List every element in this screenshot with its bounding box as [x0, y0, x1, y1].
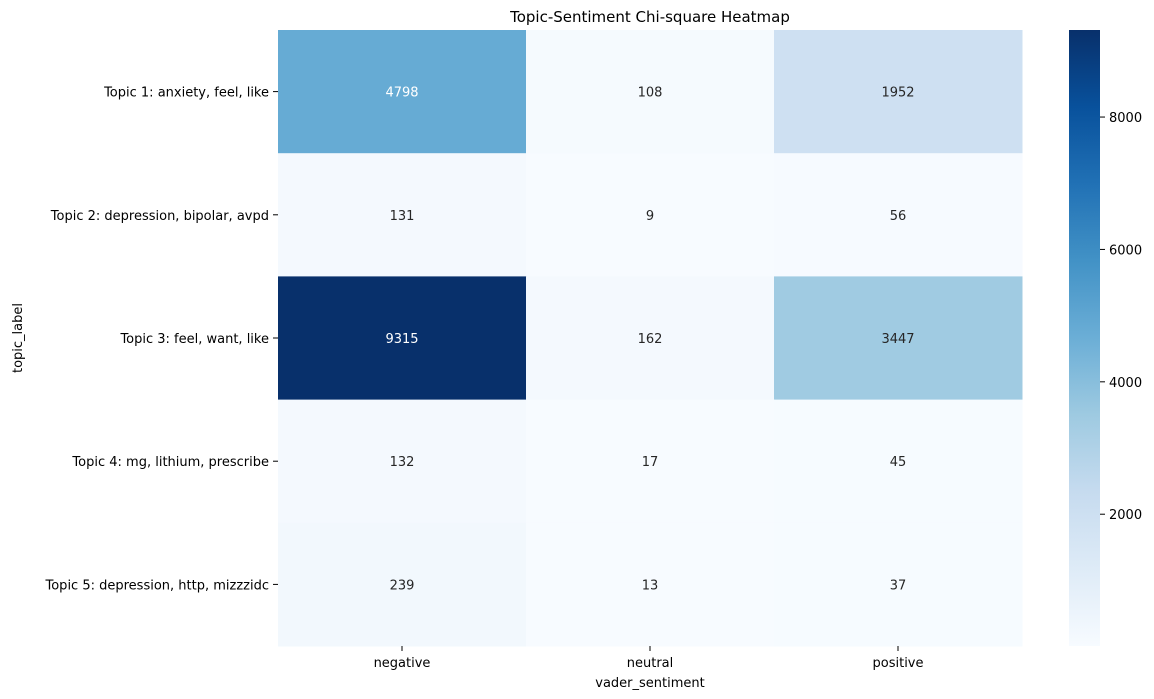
- heatmap-cell: [526, 522, 775, 647]
- heatmap-cell: [278, 399, 527, 524]
- cell-value-label: 56: [890, 209, 907, 224]
- y-tick-label: Topic 3: feel, want, like: [119, 332, 269, 347]
- cell-value-label: 37: [890, 578, 907, 593]
- y-tick-label: Topic 1: anxiety, feel, like: [103, 86, 269, 101]
- colorbar-ticks: 2000 4000 6000 8000: [1100, 111, 1142, 523]
- colorbar-tick-label: 6000: [1109, 243, 1142, 258]
- heatmap-cell: [774, 276, 1023, 401]
- heatmap-cell: [526, 153, 775, 277]
- cell-value-label: 108: [638, 86, 663, 101]
- cell-value-label: 131: [390, 209, 415, 224]
- colorbar-tick-label: 4000: [1109, 376, 1142, 391]
- heatmap-cell: [278, 522, 527, 647]
- heatmap-cells: 4798 108 1952 131 9 56 9315 162 3447 132 17 45 239 13…: [278, 30, 1023, 647]
- colorbar-tick-label: 2000: [1109, 508, 1142, 523]
- y-axis-label: topic_label: [11, 303, 26, 373]
- y-tick-label: Topic 2: depression, bipolar, avpd: [50, 209, 269, 224]
- cell-value-label: 1952: [881, 86, 914, 101]
- cell-value-label: 239: [390, 578, 415, 593]
- heatmap-cell: [526, 30, 775, 154]
- x-tick-label: positive: [873, 656, 924, 671]
- cell-value-label: 132: [390, 455, 415, 470]
- cell-value-label: 162: [638, 332, 663, 347]
- heatmap-cell: [278, 30, 527, 154]
- y-tick-labels: Topic 1: anxiety, feel, like Topic 2: dep…: [45, 86, 278, 593]
- cell-value-label: 3447: [881, 332, 914, 347]
- heatmap-cell: [278, 153, 527, 277]
- y-tick-label: Topic 5: depression, http, mizzzidc: [45, 578, 270, 593]
- heatmap-cell: [526, 276, 775, 401]
- cell-value-label: 17: [642, 455, 659, 470]
- heatmap-cell: [526, 399, 775, 524]
- cell-value-label: 45: [890, 455, 907, 470]
- chart-title: Topic-Sentiment Chi-square Heatmap: [509, 8, 790, 26]
- heatmap-cell: [774, 30, 1023, 154]
- x-tick-label: neutral: [627, 656, 674, 671]
- heatmap-cell: [774, 153, 1023, 277]
- cell-value-label: 13: [642, 578, 659, 593]
- heatmap-cell: [278, 276, 527, 401]
- cell-value-label: 4798: [385, 86, 418, 101]
- heatmap-cell: [774, 399, 1023, 524]
- y-tick-label: Topic 4: mg, lithium, prescribe: [71, 455, 269, 470]
- heatmap-cell: [774, 522, 1023, 647]
- cell-value-label: 9315: [385, 332, 418, 347]
- colorbar-tick-label: 8000: [1109, 111, 1142, 126]
- x-axis-label: vader_sentiment: [595, 676, 704, 691]
- colorbar: [1069, 30, 1100, 646]
- x-tick-label: negative: [374, 656, 431, 671]
- x-tick-labels: negative neutral positive: [374, 646, 924, 671]
- cell-value-label: 9: [646, 209, 654, 224]
